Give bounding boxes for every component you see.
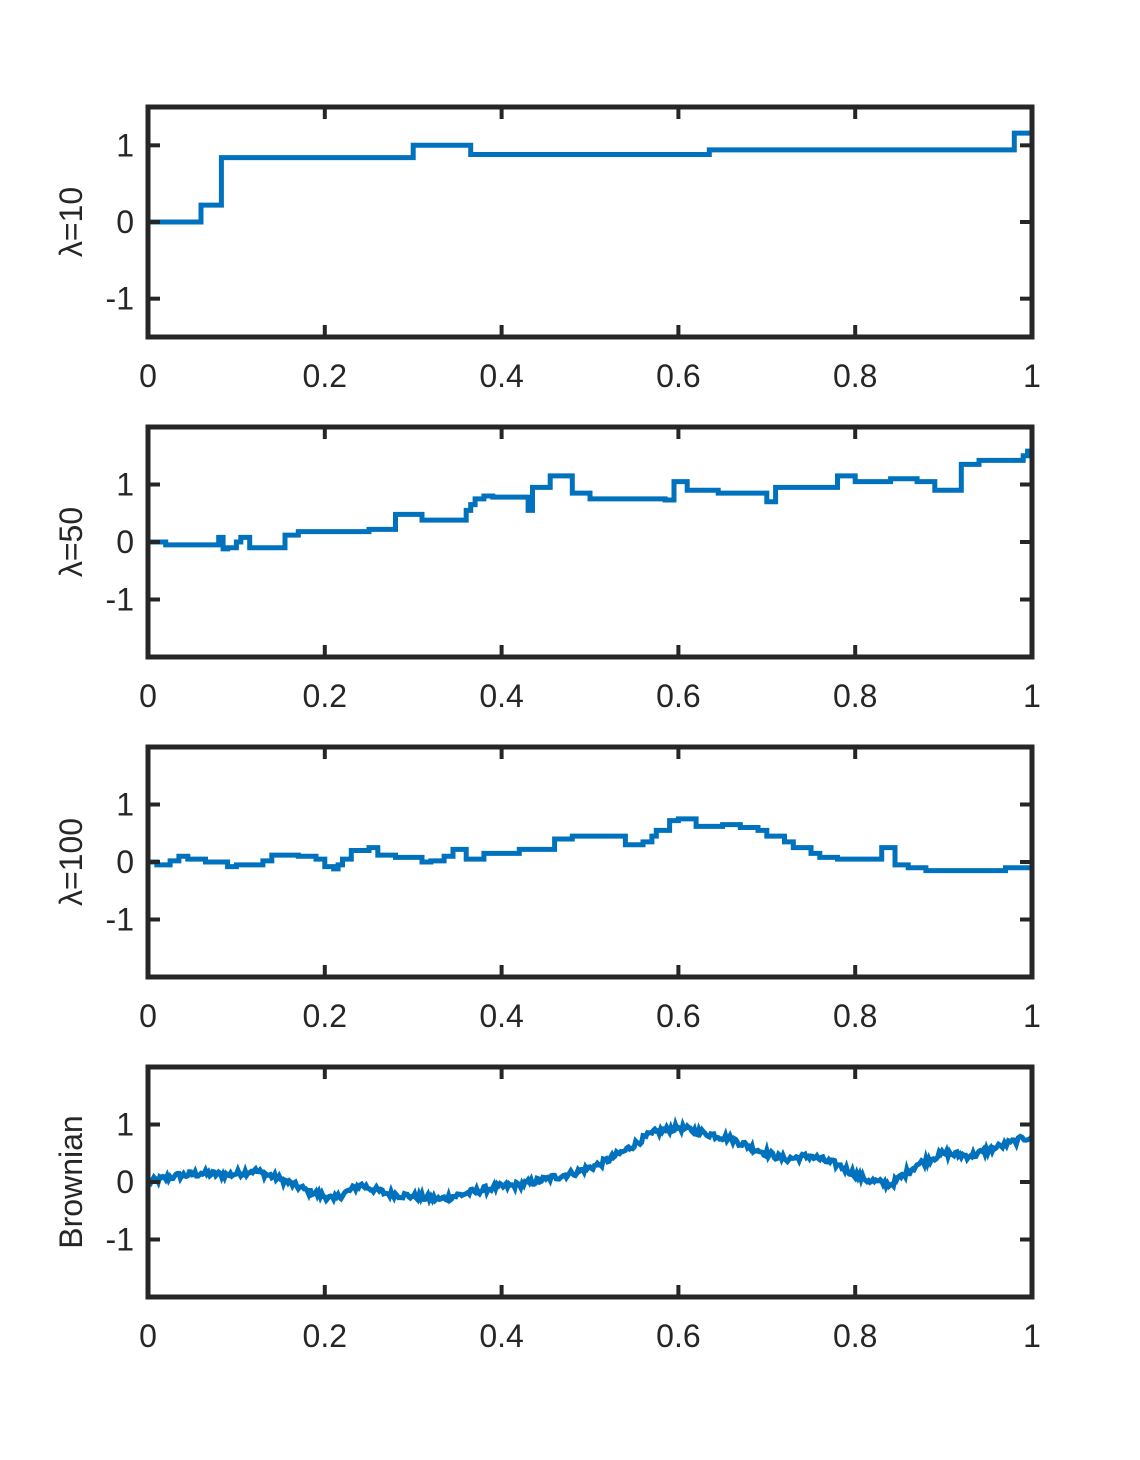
x-tick-label: 1 xyxy=(1023,678,1041,714)
axes-frame xyxy=(145,744,1035,980)
series-line xyxy=(148,130,1032,225)
y-axis-label: λ=100 xyxy=(53,818,89,906)
x-tick-label: 0.4 xyxy=(479,358,523,394)
y-tick-label: 1 xyxy=(116,127,134,163)
subplot-lambda-50: 0 0.2 0.4 0.6 0.8 1 -1 0 1 λ=50 xyxy=(53,424,1041,714)
x-tick-label: 0.6 xyxy=(656,998,700,1034)
y-tick-label: 0 xyxy=(116,524,134,560)
x-tick-label: 0.8 xyxy=(833,678,877,714)
y-tick-label: 1 xyxy=(116,787,134,823)
x-tick-label: 0.2 xyxy=(303,1318,347,1354)
axes-frame xyxy=(145,424,1035,660)
subplot-brownian: 0 0.2 0.4 0.6 0.8 1 -1 0 1 Brownian xyxy=(53,1064,1041,1354)
x-tick-label: 0.2 xyxy=(303,678,347,714)
y-tick-label: 1 xyxy=(116,467,134,503)
x-tick-label: 0.4 xyxy=(479,678,523,714)
series-line xyxy=(146,1116,1035,1207)
x-tick-label: 0 xyxy=(139,358,157,394)
y-tick-label: -1 xyxy=(106,902,134,938)
y-tick-label: 0 xyxy=(116,1164,134,1200)
x-tick-label: 0.4 xyxy=(479,998,523,1034)
x-tick-label: 0.4 xyxy=(479,1318,523,1354)
y-axis-label: Brownian xyxy=(53,1115,89,1248)
x-tick-label: 1 xyxy=(1023,1318,1041,1354)
x-tick-label: 0.6 xyxy=(656,1318,700,1354)
subplot-lambda-10: 0 0.2 0.4 0.6 0.8 1 -1 0 1 λ=10 xyxy=(53,104,1041,394)
x-tick-label: 1 xyxy=(1023,998,1041,1034)
x-tick-label: 1 xyxy=(1023,358,1041,394)
series-line xyxy=(148,816,1035,874)
y-tick-label: -1 xyxy=(106,281,134,317)
y-tick-label: -1 xyxy=(106,1222,134,1258)
x-tick-label: 0 xyxy=(139,678,157,714)
y-tick-label: 0 xyxy=(116,844,134,880)
y-tick-label: -1 xyxy=(106,582,134,618)
y-axis-label: λ=10 xyxy=(53,187,89,257)
x-tick-label: 0.6 xyxy=(656,358,700,394)
y-tick-label: 0 xyxy=(116,204,134,240)
x-tick-label: 0.8 xyxy=(833,1318,877,1354)
x-tick-label: 0 xyxy=(139,1318,157,1354)
x-tick-label: 0.2 xyxy=(303,998,347,1034)
y-tick-label: 1 xyxy=(116,1107,134,1143)
x-tick-label: 0.6 xyxy=(656,678,700,714)
x-tick-label: 0.2 xyxy=(303,358,347,394)
axes-frame xyxy=(145,104,1035,340)
y-axis-label: λ=50 xyxy=(53,507,89,577)
x-tick-label: 0 xyxy=(139,998,157,1034)
subplot-lambda-100: 0 0.2 0.4 0.6 0.8 1 -1 0 1 λ=100 xyxy=(53,744,1041,1034)
x-tick-label: 0.8 xyxy=(833,998,877,1034)
series-line xyxy=(148,448,1032,552)
x-tick-label: 0.8 xyxy=(833,358,877,394)
